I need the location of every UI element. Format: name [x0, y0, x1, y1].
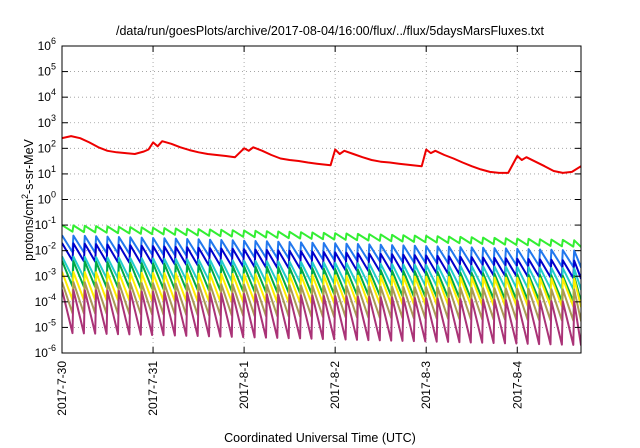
x-tick-label: 2017-8-2: [328, 361, 342, 409]
y-tick-label: 103: [38, 113, 56, 130]
grid-lines: [62, 45, 581, 354]
y-tick-label: 10-2: [35, 241, 56, 258]
y-axis-title: protons/cm2-s-sr-MeV: [20, 138, 36, 260]
y-axis-ticks: 10-6 10-5 10-4 10-3 10-2 10-1 100 101 102 103 104 1…: [35, 36, 581, 360]
chart-title: /data/run/goesPlots/archive/2017-08-04/1…: [116, 24, 545, 38]
series-line-2: [62, 224, 581, 248]
y-tick-label: 101: [38, 164, 56, 181]
y-tick-label: 105: [38, 62, 56, 79]
x-tick-label: 2017-7-31: [146, 361, 160, 416]
y-tick-label: 10-6: [35, 343, 56, 360]
y-tick-label: 10-4: [35, 292, 56, 309]
y-tick-label: 106: [38, 36, 56, 53]
y-tick-label: 10-1: [35, 215, 56, 232]
x-tick-label: 2017-8-4: [510, 361, 524, 409]
series-line-1: [62, 135, 581, 174]
series-group: [62, 135, 581, 347]
y-tick-label: 102: [38, 138, 56, 155]
x-axis-title: Coordinated Universal Time (UTC): [224, 431, 416, 445]
x-axis-ticks: 2017-7-30 2017-7-31 2017-8-1 2017-8-2 2017-8…: [55, 46, 524, 416]
y-tick-label: 104: [38, 87, 56, 104]
y-tick-label: 10-5: [35, 317, 56, 334]
x-tick-label: 2017-7-30: [55, 361, 69, 416]
x-tick-label: 2017-8-3: [419, 361, 433, 409]
series-line-9: [62, 288, 581, 347]
x-tick-label: 2017-8-1: [237, 361, 251, 409]
plot-frame: [61, 45, 582, 354]
y-tick-label: 100: [38, 190, 56, 207]
y-tick-label: 10-3: [35, 266, 56, 283]
